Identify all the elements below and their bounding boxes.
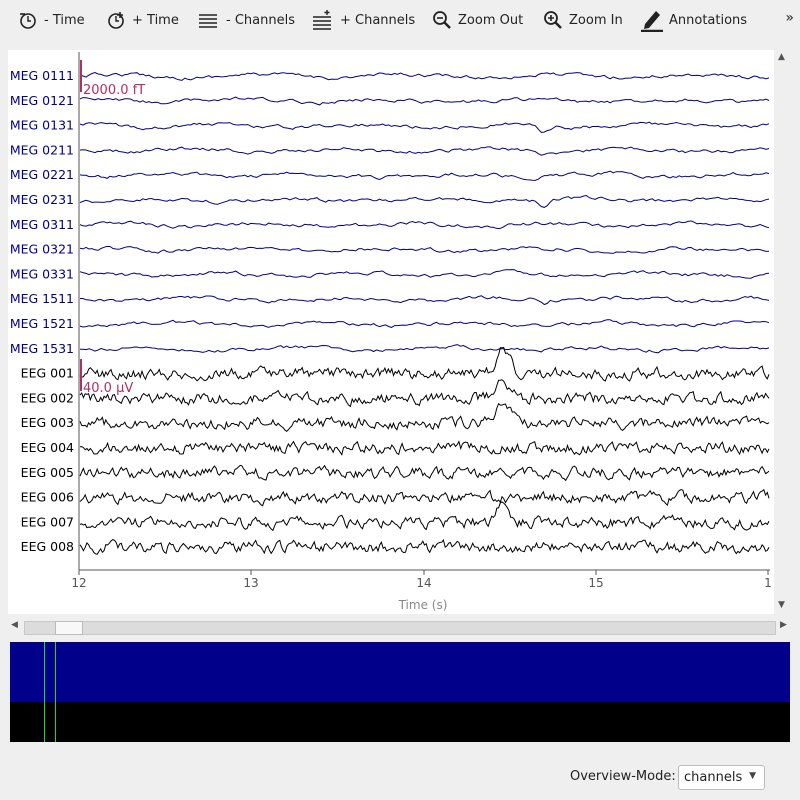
channel-label[interactable]: MEG 1521 (10, 316, 74, 331)
channel-traces (79, 71, 770, 555)
zoom-out-button[interactable]: Zoom Out (432, 0, 523, 40)
channel-label[interactable]: EEG 007 (21, 514, 74, 529)
overview-window-start[interactable] (44, 642, 45, 742)
channel-trace[interactable] (79, 146, 770, 156)
overview-mode-label: Overview-Mode: (570, 769, 676, 784)
channel-trace[interactable] (79, 245, 770, 254)
decrease-channels-button[interactable]: - Channels (198, 0, 295, 40)
channel-label[interactable]: MEG 0321 (10, 242, 74, 257)
channels-minus-icon (199, 14, 217, 28)
overview-bar[interactable] (10, 642, 790, 742)
channel-label[interactable]: EEG 002 (21, 390, 74, 405)
zoom-in-label: Zoom In (569, 12, 623, 28)
channel-trace[interactable] (79, 488, 770, 507)
toolbar: - Time + Time - Channels + Channels (0, 0, 800, 40)
channel-trace[interactable] (79, 220, 770, 230)
decrease-time-button[interactable]: - Time (18, 0, 85, 40)
channel-trace[interactable] (79, 440, 770, 456)
annotations-button[interactable]: Annotations (641, 0, 747, 40)
meg-scale-label: 2000.0 fT (83, 83, 145, 98)
x-tick-label: 13 (243, 576, 258, 590)
horizontal-scroll-thumb[interactable] (55, 621, 83, 635)
x-tick-label: 12 (71, 576, 86, 590)
channel-trace[interactable] (79, 170, 770, 181)
zoom-in-button[interactable]: Zoom In (543, 0, 623, 40)
channel-trace[interactable] (80, 295, 770, 306)
decrease-time-label: - Time (44, 12, 85, 28)
channel-trace[interactable] (79, 538, 770, 555)
increase-time-label: + Time (132, 12, 179, 28)
zoom-in-icon (544, 11, 562, 29)
eeg-scale-label: 40.0 µV (83, 381, 133, 396)
zoom-out-label: Zoom Out (458, 12, 524, 28)
channel-trace[interactable] (79, 344, 770, 354)
channel-label[interactable]: MEG 0211 (10, 142, 74, 157)
overview-mode-select[interactable]: channels ▼ (678, 765, 765, 790)
channel-label[interactable]: MEG 1511 (10, 291, 74, 306)
clock-minus-icon (20, 13, 36, 29)
overview-mode-value: channels (684, 770, 743, 785)
x-tick-label: 14 (416, 576, 431, 590)
channel-trace[interactable] (79, 464, 770, 482)
data-plot-area[interactable]: MEG 0111 MEG 0121 MEG 0131 MEG 0211 MEG 0221… (8, 50, 774, 614)
channel-labels: MEG 0111 MEG 0121 MEG 0131 MEG 0211 MEG 0221… (10, 68, 74, 554)
channel-label[interactable]: MEG 0131 (10, 118, 74, 133)
channel-label[interactable]: EEG 008 (21, 539, 74, 554)
scroll-right-icon[interactable]: ▶ (780, 620, 787, 630)
scroll-down-icon[interactable]: ▼ (778, 600, 785, 610)
channel-label[interactable]: MEG 0121 (10, 93, 74, 108)
increase-channels-button[interactable]: + Channels (312, 0, 415, 40)
channel-label[interactable]: MEG 0331 (10, 266, 74, 281)
channel-trace[interactable] (79, 379, 770, 408)
x-axis-ticks: 12 13 14 15 1 (71, 570, 772, 590)
channel-label[interactable]: EEG 001 (21, 366, 74, 381)
decrease-channels-label: - Channels (226, 12, 295, 28)
channel-label[interactable]: MEG 1531 (10, 341, 74, 356)
scroll-left-icon[interactable]: ◀ (11, 620, 18, 630)
zoom-out-icon (433, 11, 451, 29)
horizontal-scrollbar[interactable]: ◀ ▶ (8, 620, 792, 636)
scroll-up-icon[interactable]: ▲ (778, 52, 785, 62)
channel-label[interactable]: MEG 0231 (10, 192, 74, 207)
channels-plus-icon (313, 10, 331, 30)
channel-label[interactable]: MEG 0311 (10, 217, 74, 232)
annotations-label: Annotations (669, 12, 748, 28)
channel-trace[interactable] (79, 319, 770, 328)
channel-label[interactable]: EEG 006 (21, 490, 74, 505)
channel-trace[interactable] (79, 402, 770, 432)
signal-plot[interactable]: MEG 0111 MEG 0121 MEG 0131 MEG 0211 MEG 0221… (8, 50, 774, 614)
increase-channels-label: + Channels (340, 12, 416, 28)
pen-icon (641, 11, 663, 32)
chevron-down-icon: ▼ (749, 771, 756, 781)
horizontal-scroll-track[interactable] (24, 621, 776, 635)
x-axis-label: Time (s) (398, 598, 448, 612)
channel-trace[interactable] (79, 346, 770, 382)
channel-label[interactable]: EEG 003 (21, 415, 74, 430)
vertical-scrollbar[interactable]: ▲ ▼ (774, 50, 792, 614)
x-tick-label: 1 (764, 576, 772, 590)
overview-window-end[interactable] (55, 642, 56, 742)
channel-label[interactable]: MEG 0221 (10, 167, 74, 182)
channel-trace[interactable] (79, 71, 770, 81)
toolbar-overflow-button[interactable]: » (785, 10, 794, 26)
channel-label[interactable]: MEG 0111 (10, 68, 74, 83)
overview-meg-band (10, 642, 790, 702)
channel-trace[interactable] (79, 501, 770, 532)
x-tick-label: 15 (588, 576, 603, 590)
channel-trace[interactable] (79, 121, 770, 133)
increase-time-button[interactable]: + Time (106, 0, 179, 40)
channel-label[interactable]: EEG 004 (21, 440, 74, 455)
channel-trace[interactable] (79, 269, 770, 279)
clock-plus-icon (108, 12, 124, 29)
channel-label[interactable]: EEG 005 (21, 465, 74, 480)
channel-trace[interactable] (79, 96, 770, 106)
channel-trace[interactable] (79, 194, 770, 208)
